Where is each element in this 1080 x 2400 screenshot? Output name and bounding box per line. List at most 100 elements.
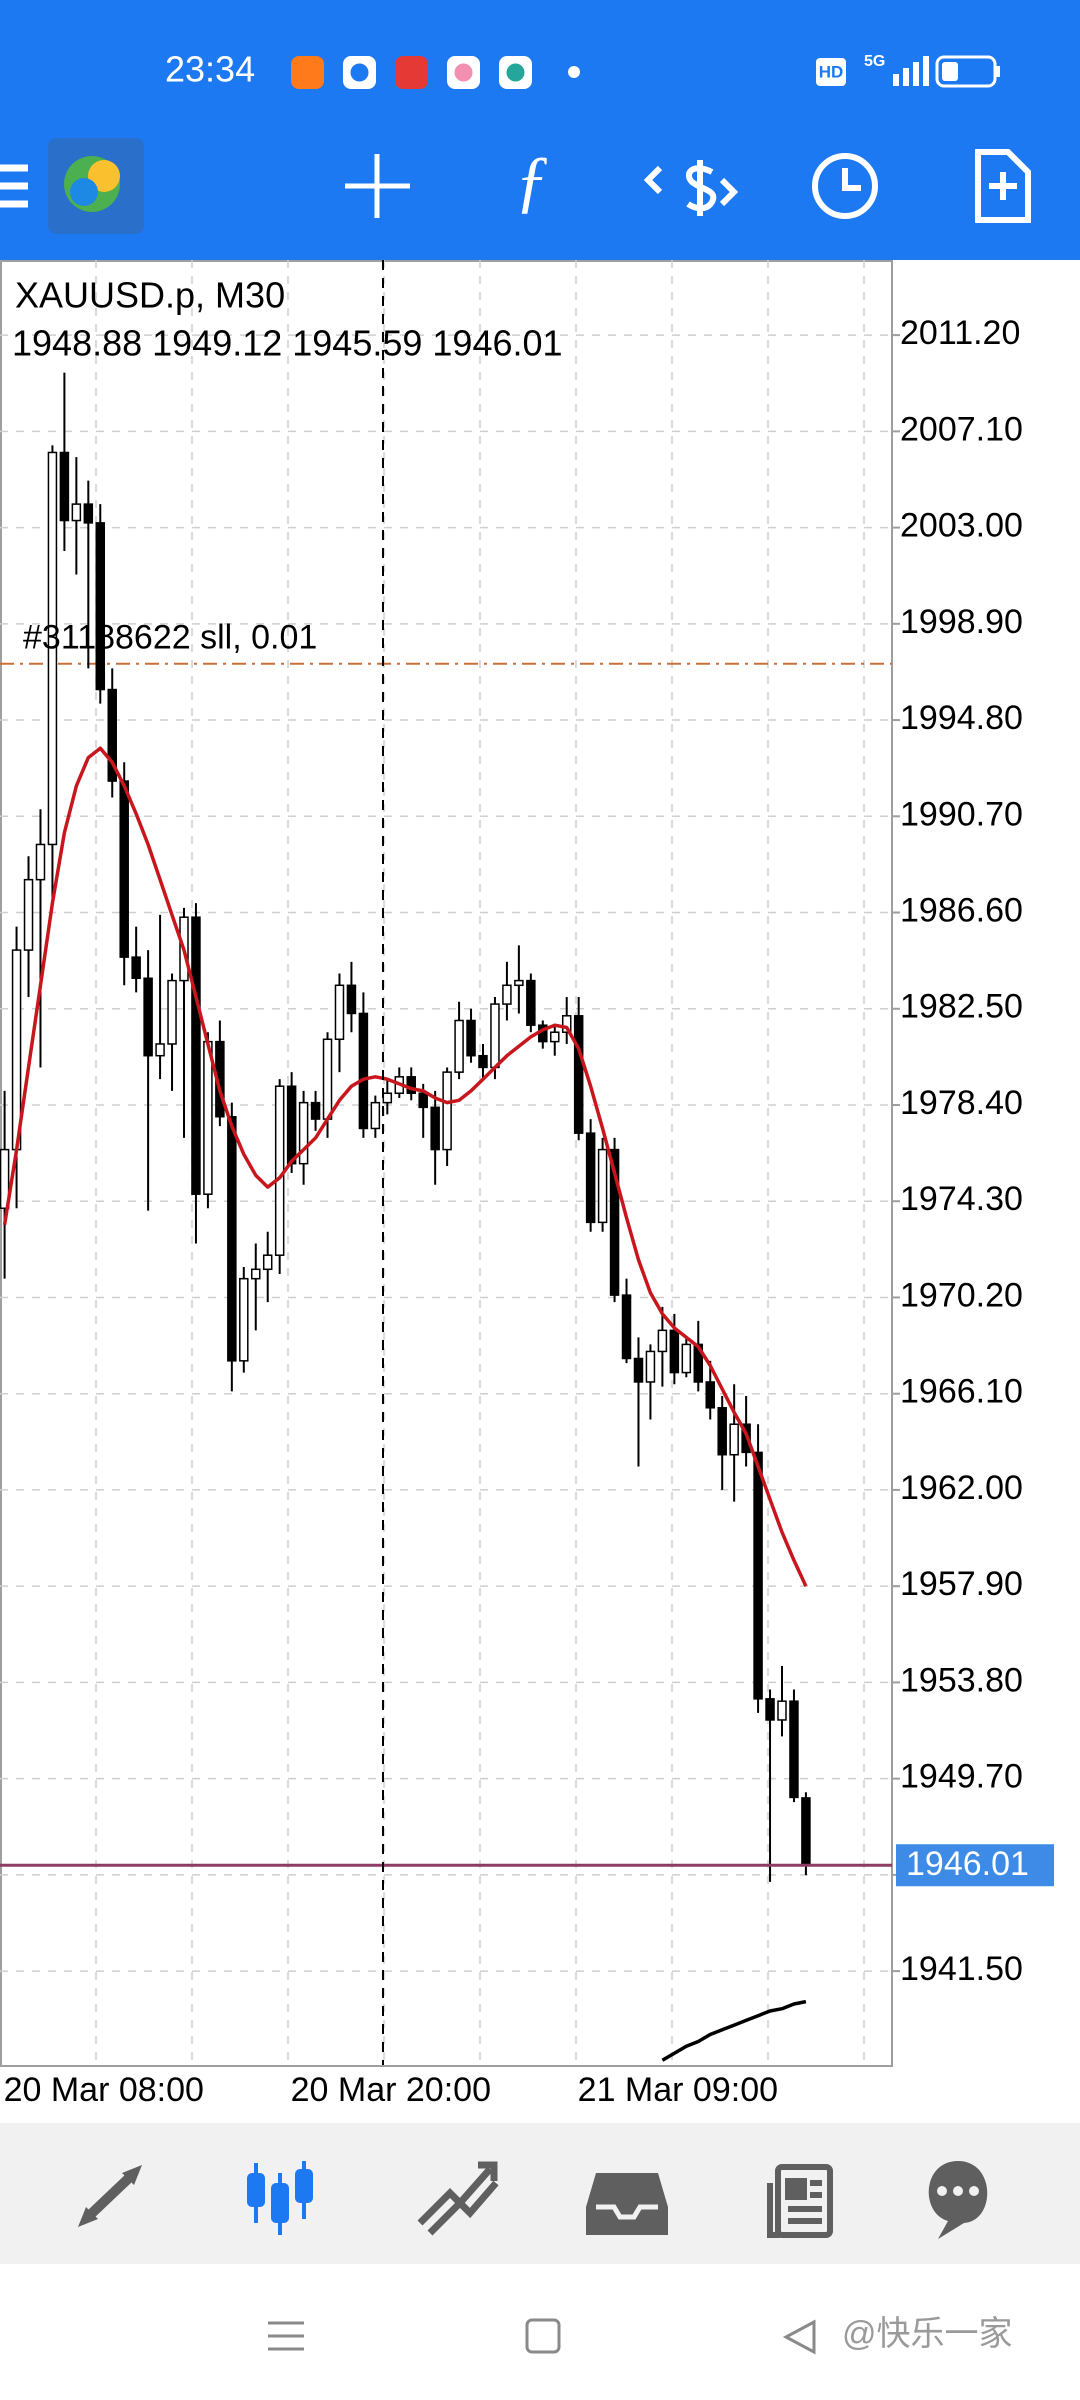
y-tick-label: 1966.10 [900, 1373, 1023, 1411]
candle-body [23, 878, 34, 951]
plot [0, 334, 892, 2062]
bottom-area: @快乐一家 [0, 2123, 1080, 2355]
candle-body [526, 979, 536, 1026]
history-tool[interactable] [812, 153, 878, 219]
candle-body [227, 1115, 237, 1362]
y-tick-label: 1982.50 [900, 988, 1023, 1026]
candle-body [430, 1106, 440, 1151]
chart: XAUUSD.p, M30 1948.88 1949.12 1945.59 19… [0, 260, 1054, 2109]
candle-body [454, 1019, 464, 1073]
y-tick-label: 1986.60 [900, 892, 1023, 930]
news-tab[interactable] [767, 2164, 833, 2238]
watermark: @快乐一家 [842, 2315, 1013, 2353]
notification-icons [291, 56, 580, 89]
x-tick-label: 20 Mar 08:00 [4, 2071, 204, 2109]
system-nav [268, 2318, 816, 2355]
candle-body [753, 1451, 763, 1700]
back-button[interactable] [782, 2319, 816, 2355]
signal-label: 5G [864, 53, 885, 70]
ohlc-readout: 1948.88 1949.12 1945.59 1946.01 [12, 323, 563, 364]
menu-button[interactable] [0, 164, 28, 208]
indicator-tool[interactable]: ƒ [515, 143, 550, 220]
candle-body [514, 979, 524, 987]
new-order-tool[interactable] [975, 149, 1031, 223]
x-tick-label: 21 Mar 09:00 [578, 2071, 778, 2109]
price-box [896, 1844, 1054, 1887]
indicator-line [661, 1999, 807, 2062]
crosshair-tool[interactable] [345, 154, 410, 218]
hd-badge [816, 58, 846, 86]
home-button[interactable] [525, 2318, 561, 2354]
candle-body [167, 979, 177, 1045]
candle-body [442, 1071, 452, 1151]
candle-body [609, 1148, 620, 1296]
candle-body [669, 1329, 680, 1374]
candle-body [131, 956, 141, 979]
candle-body [358, 1012, 369, 1130]
candle-body [334, 984, 345, 1041]
candle-body [155, 1043, 165, 1057]
tab-bar [0, 2123, 1080, 2264]
candle-body [801, 1797, 811, 1867]
order-label: #31188622 sll, 0.01 [23, 619, 317, 657]
trade-tab[interactable] [417, 2161, 499, 2236]
candle-body [621, 1294, 632, 1360]
chart-tab[interactable] [247, 2161, 313, 2235]
candle-body [693, 1343, 704, 1383]
quotes-tab[interactable] [78, 2165, 142, 2227]
candle-body [47, 451, 58, 846]
candle-body [550, 1031, 560, 1043]
chat-tab[interactable] [928, 2161, 988, 2239]
top-bar-bg [0, 0, 1080, 260]
candle-body [251, 1268, 261, 1280]
candle-body [119, 780, 129, 958]
candle-body [0, 1148, 10, 1210]
candle-body [71, 503, 82, 522]
y-tick-label: 2007.10 [900, 410, 1023, 448]
candle-body [561, 1015, 572, 1033]
y-tick-label: 1990.70 [900, 795, 1023, 833]
history-tab[interactable] [586, 2173, 668, 2235]
candle-body [585, 1132, 596, 1224]
y-tick-label: 2003.00 [900, 507, 1023, 545]
candle-body [502, 984, 512, 1005]
y-tick-label: 1962.00 [900, 1469, 1023, 1507]
candle-body [717, 1407, 727, 1456]
trade-tool[interactable] [643, 160, 739, 216]
candle-body [729, 1423, 739, 1456]
candle-body [597, 1148, 608, 1224]
x-tick-label: 20 Mar 20:00 [291, 2071, 491, 2109]
candle-body [95, 522, 106, 691]
candle-body [35, 843, 46, 881]
candle-body [191, 916, 201, 1195]
candle-body [418, 1092, 428, 1109]
candle-body [298, 1101, 309, 1165]
candle-body [370, 1101, 381, 1130]
recents-button[interactable] [268, 2321, 304, 2351]
top-bar: 23:34 HD 5G ƒ [0, 0, 1080, 260]
y-tick-label: 1970.20 [900, 1276, 1023, 1314]
indicator-line [2, 746, 808, 1587]
app-logo[interactable] [48, 138, 144, 234]
status-time: 23:34 [165, 49, 255, 90]
signal-bars [893, 56, 929, 86]
candle-body [286, 1085, 297, 1165]
candle-body [310, 1101, 321, 1120]
y-tick-label: 1998.90 [900, 603, 1023, 641]
candle-body [83, 503, 94, 524]
candle-body [573, 1015, 584, 1134]
y-tick-label: 1953.80 [900, 1661, 1023, 1699]
battery [935, 55, 1000, 88]
candle-body [143, 977, 153, 1057]
price-box-label: 1946.01 [906, 1845, 1029, 1883]
y-tick-label: 1949.70 [900, 1758, 1023, 1796]
candle-body [681, 1343, 692, 1374]
candle-body [657, 1329, 668, 1353]
candle-body [633, 1357, 644, 1383]
y-tick-label: 1974.30 [900, 1180, 1023, 1218]
candle-body [274, 1085, 285, 1256]
y-tick-label: 1994.80 [900, 699, 1023, 737]
candle-body [645, 1350, 656, 1383]
candle-body [490, 1003, 500, 1069]
